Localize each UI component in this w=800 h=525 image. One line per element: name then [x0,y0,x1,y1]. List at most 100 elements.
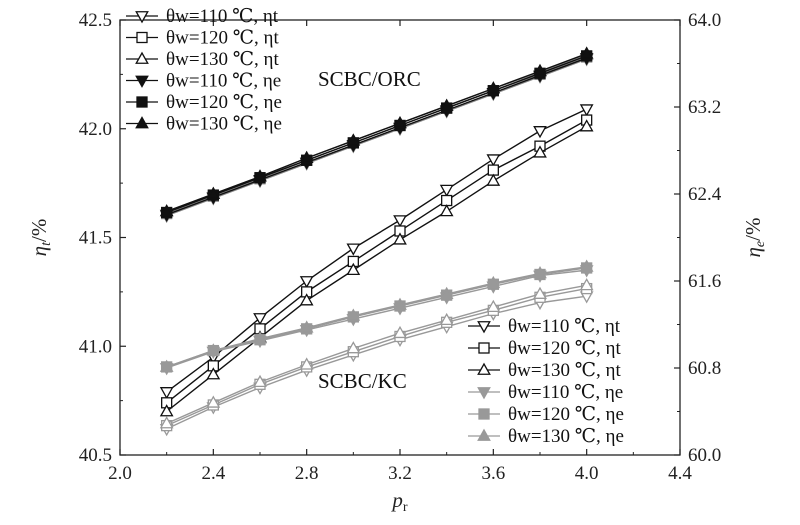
data-point-kc_t130 [346,262,361,276]
legend-marker [135,75,149,88]
y2-axis-title-unit: /% [741,218,765,241]
legend-marker [136,31,148,44]
data-point-kc_lower_t130 [253,374,267,388]
series-line-kc_t130 [166,125,588,413]
y1-tick-label: 42.0 [79,119,112,140]
data-point-kc_e130 [253,331,267,344]
y2-tick-label: 64.0 [688,10,721,31]
y1-tick-label: 41.0 [79,336,112,357]
data-point-orc_e130 [346,133,361,146]
x-tick-label: 2.4 [201,463,225,484]
data-point-kc_t120 [441,194,453,207]
series-group [159,46,594,437]
x-tick-label: 2.0 [108,463,132,484]
data-point-kc_e130 [393,297,407,310]
x-tick-label: 2.8 [295,463,319,484]
labels-group: pr ηt/% ηe/% SCBC/ORC SCBC/KC [27,67,768,515]
data-point-kc_lower_t130 [533,286,547,299]
y2-axis-title-subscript: e [753,241,768,247]
x-tick-label: 3.6 [481,463,505,484]
series-line-orc_t110 [166,58,587,217]
legend-label: θw=120 ℃, ηe [166,92,282,113]
data-point-kc_t110 [579,104,594,117]
series-line-orc_e120 [166,55,587,214]
data-point-kc_e130 [579,259,594,272]
data-point-kc_t130 [533,145,547,158]
annotation-kc: SCBC/KC [318,369,407,393]
y2-axis-title: ηe/% [741,218,768,258]
data-point-kc_t110 [253,313,267,326]
y1-axis-title-unit: /% [27,219,51,242]
y1-tick-label: 41.5 [79,228,112,249]
annotation-orc: SCBC/ORC [318,67,421,91]
legend-marker [477,428,491,441]
data-point-kc_lower_t130 [299,357,314,370]
legend-marker [478,408,490,420]
legend-marker [477,362,491,375]
data-point-orc_e130 [579,46,594,59]
data-point-kc_t130 [486,173,501,186]
data-point-kc_lower_t130 [159,416,174,429]
data-point-kc_t130 [579,119,594,132]
data-point-kc_t110 [299,276,314,289]
data-point-kc_e130 [206,343,221,356]
series-line-kc_e130 [166,266,587,368]
legend-label: θw=110 ℃, ηe [166,71,281,92]
data-point-orc_e130 [159,204,174,217]
data-point-orc_e130 [299,150,314,164]
legend-marker [136,96,148,108]
legend-label: θw=130 ℃, ηt [508,360,621,381]
data-point-kc_lower_t130 [439,312,454,326]
y2-tick-label: 62.4 [688,184,722,205]
series-line-kc_e110 [166,269,587,369]
legend-marker [478,342,490,354]
data-point-kc_e130 [299,320,314,333]
data-point-orc_e130 [486,81,501,94]
data-point-kc_t110 [159,387,174,400]
data-point-kc_e130 [159,359,174,372]
series-line-orc_e130 [166,53,587,213]
legend-marker [135,116,149,129]
axes-group: 2.0 2.4 2.8 3.2 3.6 4.0 4.4 40.5 41.0 41.5 42.0 42.… [79,10,722,484]
x-tick-label: 3.2 [388,463,412,484]
y2-tick-label: 60.8 [688,358,721,379]
series-line-kc_lower_t130 [166,284,587,425]
data-point-kc_t130 [299,293,314,306]
data-point-kc_e130 [346,308,361,321]
series-line-kc_lower_t110 [166,295,587,430]
x-axis-title: pr [390,488,408,515]
legend-marker [477,321,491,334]
data-point-kc_t130 [439,204,454,217]
y2-tick-label: 60.0 [688,445,721,466]
data-point-kc_t110 [486,154,501,167]
legend-label: θw=130 ℃, ηe [508,426,624,447]
data-point-kc_t110 [393,215,407,228]
legend-label: θw=110 ℃, ηt [508,316,621,337]
data-point-kc_lower_t130 [346,341,361,354]
legend-marker [135,51,149,64]
series-line-orc_e110 [166,57,587,216]
legend-label: θw=120 ℃, ηe [508,404,624,425]
data-point-orc_e130 [439,98,454,111]
series-line-kc_t120 [166,119,588,404]
legend-marker [135,11,149,24]
series-line-kc_lower_t120 [166,287,587,427]
data-point-kc_t110 [346,243,361,256]
data-point-kc_lower_t130 [486,299,501,313]
data-point-kc_t130 [206,367,221,380]
y1-tick-label: 40.5 [79,445,112,466]
data-point-kc_e130 [486,275,501,289]
y2-tick-label: 63.2 [688,97,721,118]
legend-marker [477,387,491,400]
data-point-kc_e130 [439,286,454,299]
data-point-kc_lower_t130 [579,278,594,291]
legend-label: θw=110 ℃, ηt [166,6,279,27]
data-point-orc_e130 [533,63,547,77]
y2-tick-label: 61.6 [688,271,721,292]
data-point-orc_e130 [206,186,221,199]
y1-axis-title: ηt/% [27,219,54,257]
data-point-kc_e130 [533,266,547,279]
x-tick-label: 4.4 [668,463,692,484]
data-point-kc_t120 [487,164,499,176]
